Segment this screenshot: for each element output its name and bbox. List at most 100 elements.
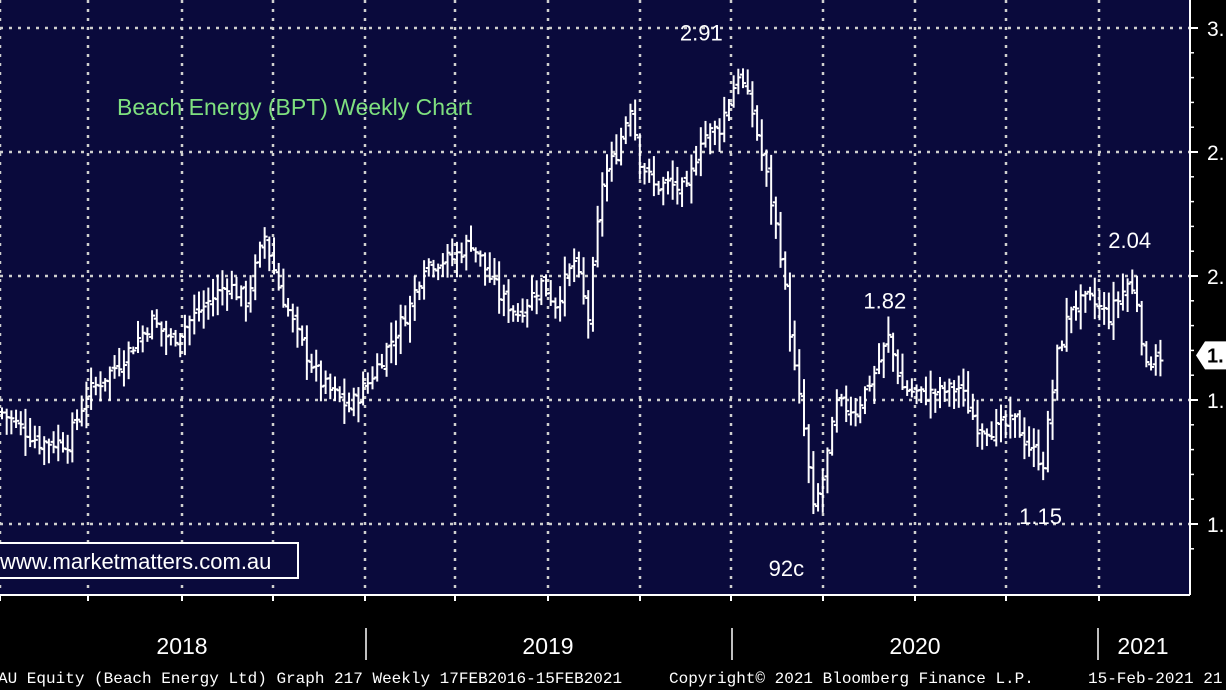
ohlc-bar (458, 242, 465, 264)
ohlc-bar (242, 280, 249, 322)
ohlc-bar (78, 395, 85, 427)
ohlc-bar (1148, 356, 1155, 371)
ohlc-bar (641, 162, 648, 185)
ohlc-bar (622, 116, 629, 145)
plot-area (0, 0, 1190, 595)
ohlc-bar (674, 166, 681, 205)
ohlc-bar (360, 371, 367, 406)
ohlc-bar (195, 291, 202, 322)
ohlc-bar (768, 154, 775, 225)
ohlc-bar (430, 259, 437, 278)
ohlc-bar (88, 367, 95, 410)
chart-title: Beach Energy (BPT) Weekly Chart (117, 94, 473, 120)
ohlc-bar (890, 332, 897, 372)
ohlc-bar (1143, 341, 1150, 368)
ohlc-bar (69, 412, 76, 463)
footer-date: 15-Feb-2021 21: (1088, 670, 1226, 688)
ohlc-bar (1091, 277, 1098, 320)
ohlc-bar (261, 227, 268, 259)
ohlc-bar (575, 251, 582, 278)
ohlc-bar (416, 281, 423, 301)
grid (0, 0, 1190, 595)
ohlc-bar (740, 68, 747, 89)
ohlc-bar (439, 253, 446, 277)
ohlc-bar (167, 328, 174, 346)
ohlc-bar (378, 353, 385, 369)
ohlc-bar (997, 404, 1004, 443)
ohlc-bar (946, 378, 953, 407)
ohlc-bar (486, 252, 493, 283)
ohlc-bar (955, 375, 962, 408)
ohlc-bar (407, 295, 414, 343)
price-bars (0, 68, 1164, 515)
annotation-label: 1.15 (1019, 504, 1062, 529)
ohlc-bar (425, 258, 432, 277)
ohlc-bar (139, 325, 146, 353)
ohlc-bar (1021, 417, 1028, 460)
ohlc-bar (13, 409, 20, 428)
ohlc-bar (618, 127, 625, 166)
ohlc-bar (289, 303, 296, 333)
ohlc-bar (711, 120, 718, 146)
ohlc-bar (421, 260, 428, 300)
ohlc-bar (533, 280, 540, 315)
ohlc-bar (983, 428, 990, 447)
x-year-label: 2018 (156, 633, 207, 659)
ohlc-bar (861, 386, 868, 415)
ohlc-bar (45, 438, 52, 464)
ohlc-bar (1124, 278, 1131, 313)
ohlc-bar (97, 371, 104, 402)
ohlc-bar (327, 373, 334, 400)
ohlc-bar (918, 386, 925, 403)
ohlc-bar (1063, 297, 1070, 352)
y-tick-label: 1. (1207, 390, 1225, 413)
ohlc-bar (1152, 344, 1159, 376)
ohlc-bar (735, 68, 742, 95)
y-tick-label: 2. (1207, 266, 1225, 289)
ohlc-bar (41, 436, 48, 466)
ohlc-bar (135, 320, 142, 354)
ohlc-bar (1119, 273, 1126, 311)
ohlc-bar (1082, 290, 1089, 313)
ohlc-bar (125, 341, 132, 380)
ohlc-bar (707, 123, 714, 155)
ohlc-bar (730, 75, 737, 108)
ohlc-bar (796, 349, 803, 404)
ohlc-bar (120, 350, 127, 387)
ohlc-bar (271, 237, 278, 275)
ohlc-bar (876, 343, 883, 375)
ohlc-bar (566, 263, 573, 287)
ohlc-bar (880, 342, 887, 379)
ohlc-bar (589, 256, 596, 332)
ohlc-bar (200, 290, 207, 329)
ohlc-bar (749, 81, 756, 128)
ohlc-bar (974, 399, 981, 447)
ohlc-bar (31, 425, 38, 449)
ohlc-bar (604, 154, 611, 202)
ohlc-bar (17, 411, 24, 436)
ohlc-bar (538, 277, 545, 306)
y-axis: 3. 2. 2. 1. 1. (1189, 0, 1225, 595)
ohlc-bar (608, 141, 615, 182)
watermark-box: www.marketmatters.com.au (0, 542, 299, 579)
ohlc-bar (894, 349, 901, 385)
ohlc-bar (500, 284, 507, 317)
ohlc-bar (510, 305, 517, 322)
ohlc-bar (937, 376, 943, 409)
ohlc-bar (599, 172, 606, 237)
ohlc-bar (679, 177, 686, 207)
ohlc-bar (1044, 410, 1051, 473)
ohlc-bar (1012, 413, 1019, 438)
ohlc-bar (468, 225, 474, 252)
ohlc-bar (772, 196, 779, 239)
ohlc-bar (664, 171, 671, 195)
x-axis: 2018 2019 2020 2021 (0, 594, 1190, 660)
ohlc-bar (688, 154, 695, 204)
ohlc-bar (163, 320, 170, 355)
ohlc-bar (149, 310, 156, 340)
ohlc-bar (1058, 340, 1065, 352)
ohlc-bar (1007, 396, 1014, 439)
ohlc-bar (1049, 379, 1056, 440)
ohlc-bar (632, 99, 639, 141)
